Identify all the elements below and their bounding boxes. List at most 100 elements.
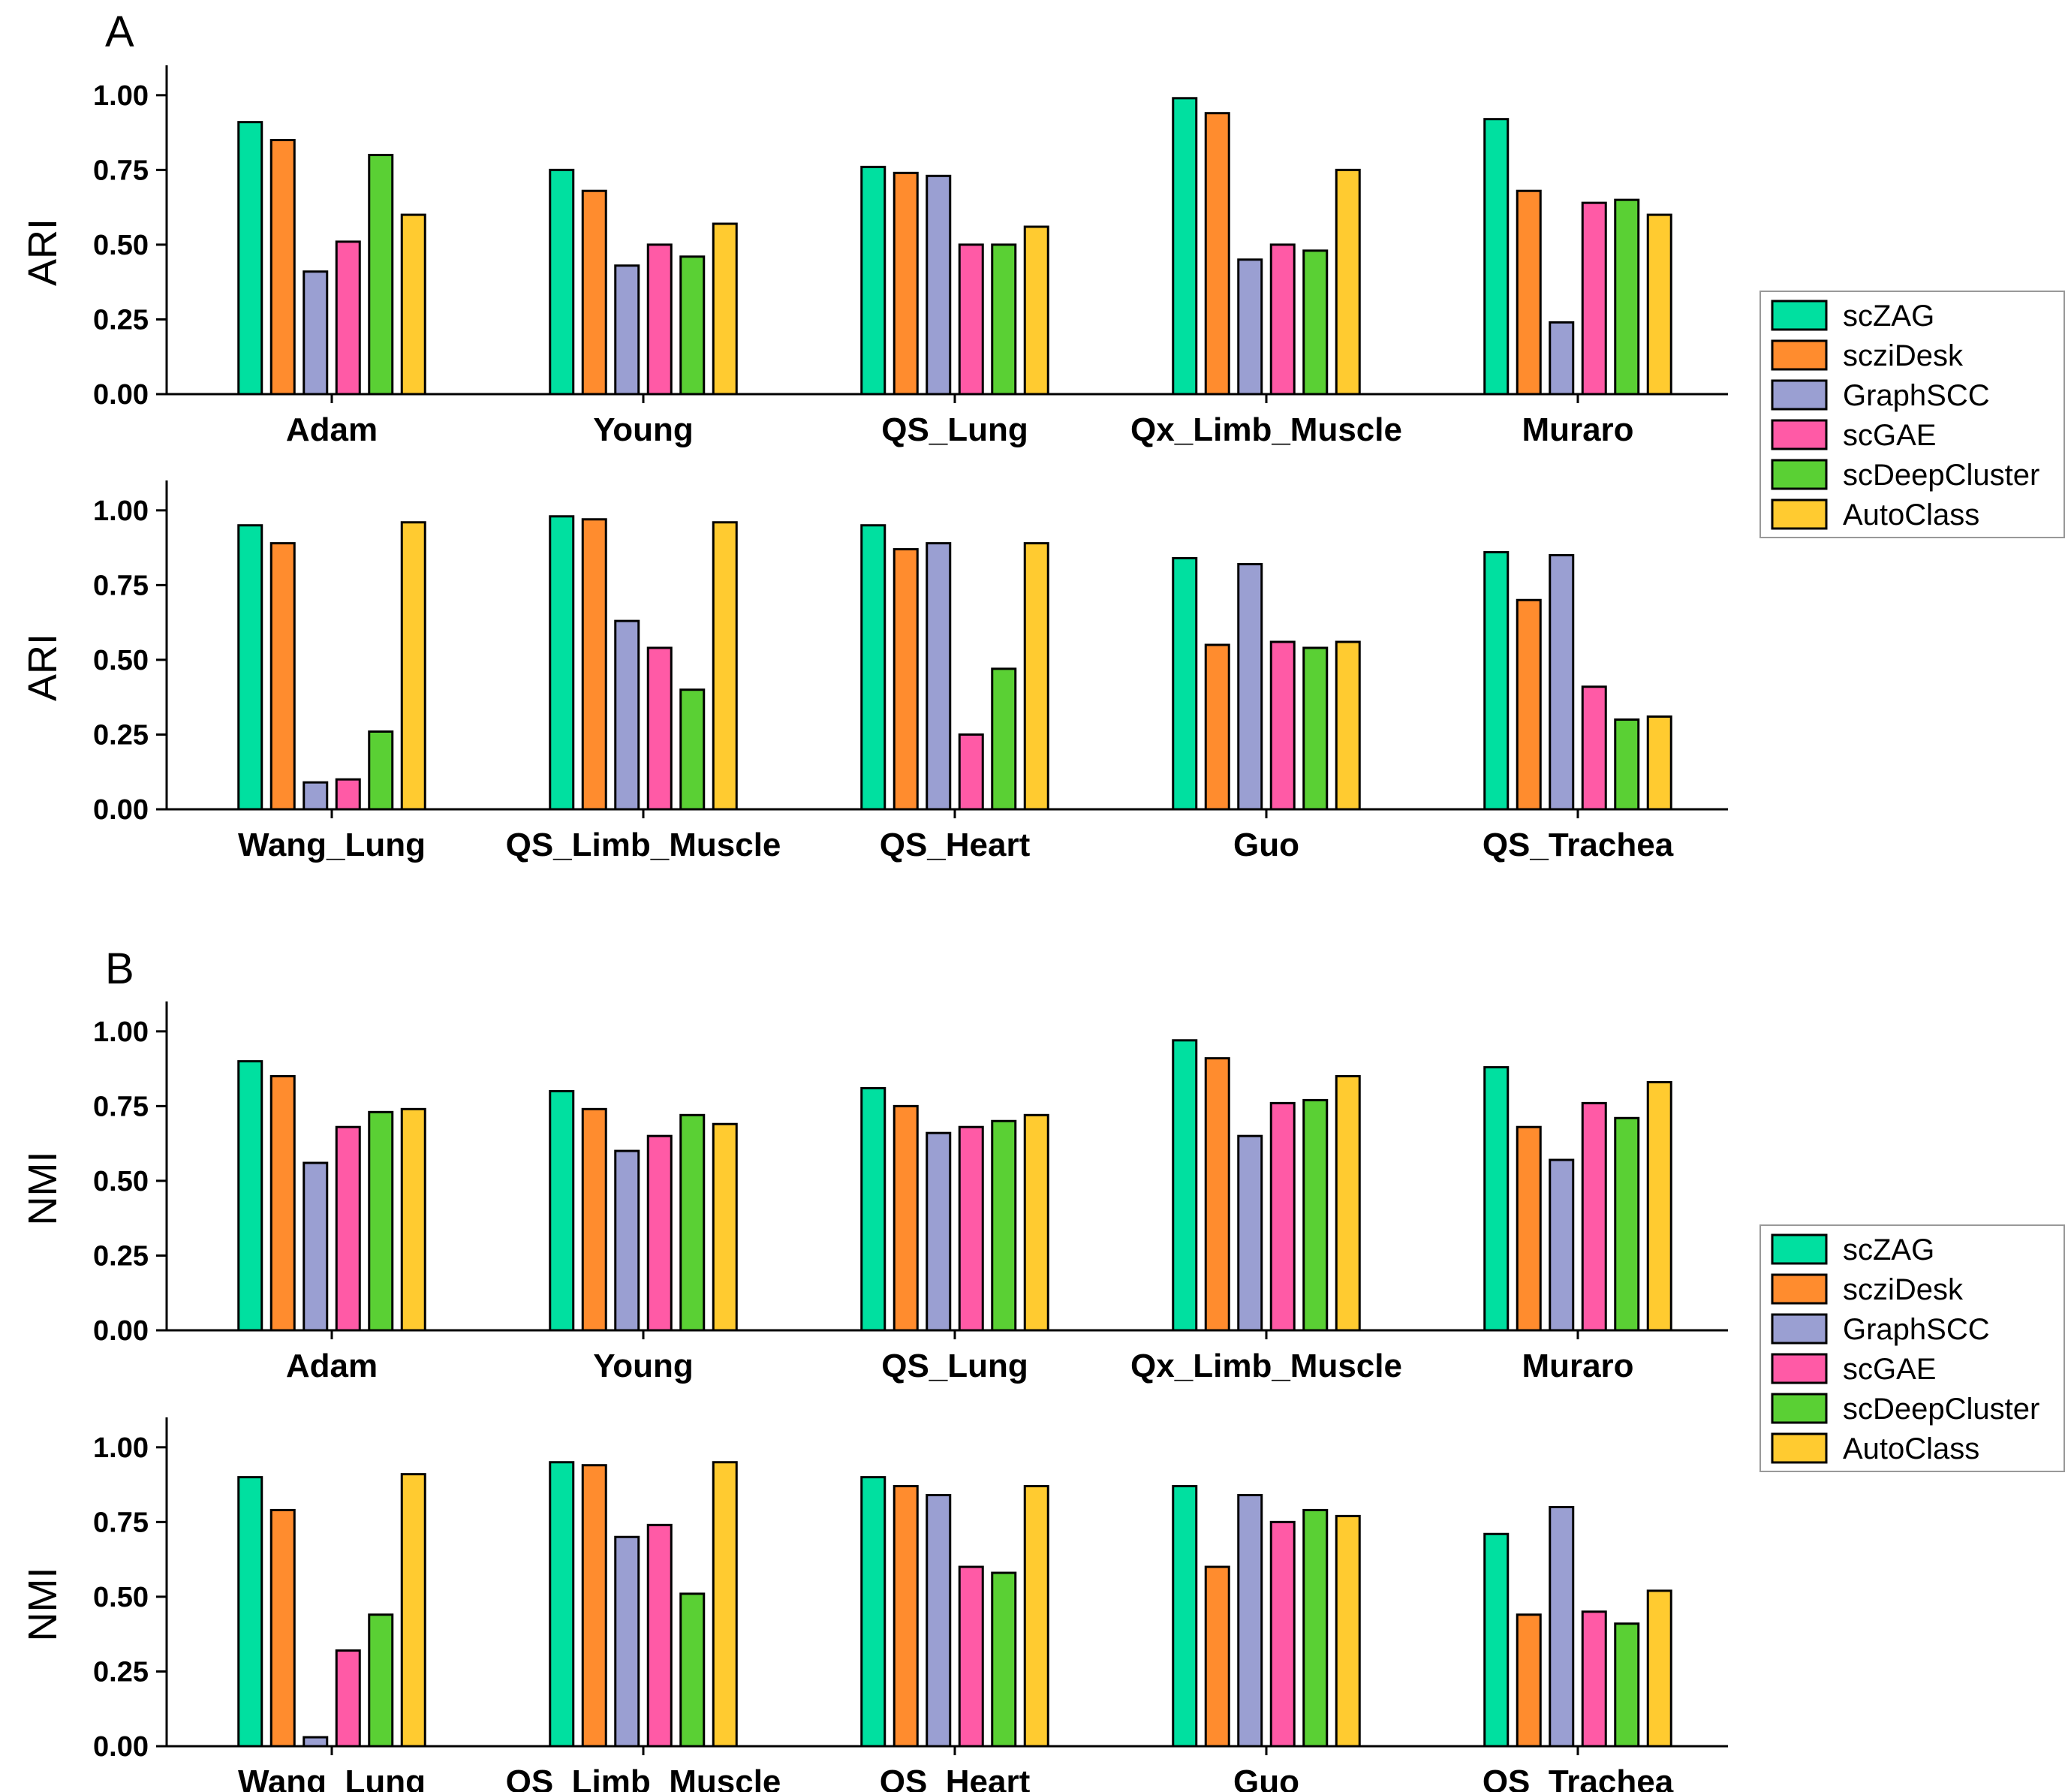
y-tick-label: 1.00 [93,1432,149,1464]
bar-AutoClass-Adam [400,213,426,396]
y-tick-label: 1.00 [93,1016,149,1048]
bar-scDeepCluster-Wang_Lung [368,1613,394,1748]
bar-GraphSCC-QS_Heart [926,1494,952,1748]
bar-scDeepCluster-QS_Limb_Muscle [679,1592,706,1748]
y-tick-label: 1.00 [93,80,149,112]
bar-scziDesk-Guo [1204,643,1230,811]
bar-scGAE-QS_Limb_Muscle [646,646,673,811]
chart-2: 0.00 0.25 0.50 0.75 1.00 NMI Adam Young QS_Lung Q… [20,1001,1728,1384]
bar-scziDesk-Guo [1204,1565,1230,1748]
bar-scZAG-QS_Lung [860,165,887,396]
bar-scziDesk-QS_Trachea [1516,1613,1542,1748]
bar-scGAE-Muraro [1581,1101,1607,1332]
category-label: QS_Limb_Muscle [506,1763,781,1792]
y-tick-label: 0.75 [93,1091,149,1122]
y-tick-label: 0.25 [93,1240,149,1272]
bar-scziDesk-QS_Trachea [1516,598,1542,811]
bar-scDeepCluster-QS_Limb_Muscle [679,688,706,811]
category-label: QS_Heart [880,1763,1031,1792]
bar-scGAE-Guo [1269,640,1296,811]
bar-GraphSCC-QS_Lung [926,1131,952,1332]
bar-GraphSCC-Qx_Limb_Muscle [1237,258,1263,396]
bar-scGAE-Young [646,1134,673,1332]
y-tick-label: 0.00 [93,1315,149,1347]
legend-swatch [1771,300,1828,331]
bar-scGAE-Guo [1269,1520,1296,1748]
y-tick-label: 0.00 [93,1731,149,1763]
bar-AutoClass-QS_Limb_Muscle [712,521,738,811]
bar-AutoClass-QS_Trachea [1646,1589,1672,1748]
category-label: QS_Heart [880,827,1031,863]
bar-scGAE-Wang_Lung [335,778,361,811]
bar-scZAG-Guo [1172,557,1198,811]
legend-label: AutoClass [1843,1432,1979,1465]
y-tick-label: 0.25 [93,1656,149,1688]
bar-AutoClass-Wang_Lung [400,1473,426,1748]
bar-GraphSCC-Muraro [1549,1158,1575,1332]
bar-AutoClass-Guo [1335,640,1361,811]
bar-scDeepCluster-Adam [368,153,394,396]
y-axis-label: NMI [20,1152,65,1226]
legend-label: scDeepCluster [1843,1393,2039,1426]
category-label: Guo [1233,827,1299,863]
bar-scZAG-QS_Heart [860,1476,887,1748]
bar-scGAE-QS_Lung [958,1125,984,1332]
y-tick-label: 0.50 [93,645,149,676]
y-tick-label: 0.50 [93,1582,149,1613]
bar-GraphSCC-Young [614,264,640,396]
legend-label: scGAE [1843,1353,1936,1386]
legend-swatch [1771,379,1828,411]
bar-scziDesk-Adam [269,139,296,396]
y-tick-label: 1.00 [93,495,149,527]
bar-AutoClass-QS_Lung [1023,225,1049,396]
legend-label: GraphSCC [1843,379,1990,412]
bar-GraphSCC-Qx_Limb_Muscle [1237,1134,1263,1332]
bar-scDeepCluster-Qx_Limb_Muscle [1302,249,1329,396]
bar-scZAG-Wang_Lung [237,524,263,811]
bar-GraphSCC-Adam [303,1161,329,1332]
bar-scGAE-Young [646,243,673,396]
legend-swatch [1771,419,1828,450]
bar-GraphSCC-QS_Trachea [1549,1505,1575,1748]
legend-swatch [1771,1353,1828,1384]
legend-swatch [1771,339,1828,371]
category-label: Muraro [1522,411,1633,448]
bar-AutoClass-Qx_Limb_Muscle [1335,1075,1361,1332]
chart-1: 0.00 0.25 0.50 0.75 1.00 ARI Wang_Lung QS_Limb_… [20,480,1728,863]
category-label: Young [593,411,694,448]
category-label: Wang_Lung [238,827,426,863]
bar-scziDesk-QS_Lung [893,171,919,396]
bar-scGAE-QS_Lung [958,243,984,396]
bar-AutoClass-QS_Heart [1023,542,1049,811]
panel-letter-a: A [105,8,134,56]
bar-scZAG-Muraro [1483,118,1510,396]
bar-scZAG-Guo [1172,1485,1198,1748]
bar-scDeepCluster-QS_Heart [991,1571,1017,1748]
bar-AutoClass-QS_Trachea [1646,715,1672,811]
bar-scDeepCluster-QS_Lung [991,1119,1017,1332]
bar-scGAE-QS_Heart [958,1565,984,1748]
bar-scziDesk-Muraro [1516,1125,1542,1332]
y-tick-label: 0.50 [93,230,149,261]
bar-scGAE-Adam [335,240,361,396]
category-label: QS_Lung [881,411,1028,448]
bar-GraphSCC-QS_Lung [926,174,952,396]
bar-scGAE-QS_Trachea [1581,1610,1607,1748]
y-axis-label: NMI [20,1568,65,1642]
bar-AutoClass-QS_Limb_Muscle [712,1461,738,1748]
bar-scZAG-Qx_Limb_Muscle [1172,1039,1198,1332]
category-label: Adam [286,1348,378,1384]
bar-scGAE-QS_Trachea [1581,685,1607,811]
category-label: Qx_Limb_Muscle [1130,411,1402,448]
category-label: Wang_Lung [238,1763,426,1792]
bar-GraphSCC-Young [614,1149,640,1332]
bar-AutoClass-Young [712,222,738,396]
bar-scziDesk-Young [581,1107,607,1332]
y-tick-label: 0.75 [93,570,149,601]
bar-scziDesk-Wang_Lung [269,1508,296,1748]
bar-scGAE-Wang_Lung [335,1649,361,1748]
bar-scDeepCluster-Adam [368,1110,394,1332]
legend-swatch [1771,459,1828,490]
category-label: QS_Trachea [1483,1763,1674,1792]
